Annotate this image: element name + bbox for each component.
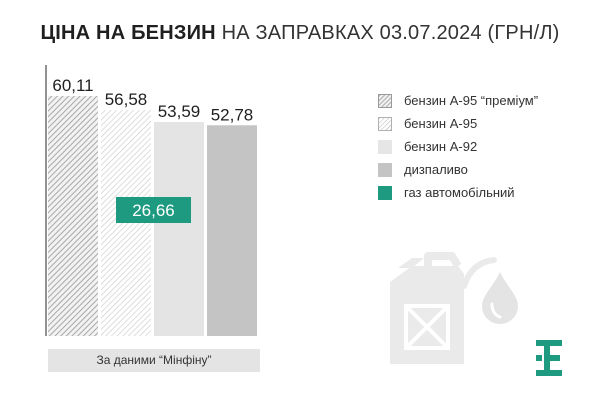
bar-value-label-2: 56,58: [105, 90, 148, 109]
chart-title-bold: ЦІНА НА БЕНЗИН: [40, 22, 216, 44]
bar-4: [207, 125, 257, 336]
chart-title-light: НА ЗАПРАВКАХ 03.07.2024 (ГРН/Л): [221, 22, 560, 44]
source-label: За даними “Мінфіну”: [48, 349, 260, 372]
legend-item-2: бензин А-95: [378, 113, 588, 135]
fuel-canister-icon: [390, 252, 518, 364]
legend-label-4: дизпаливо: [404, 162, 468, 177]
bar-value-label-1: 60,11: [52, 76, 93, 95]
bar-1: [48, 96, 98, 336]
bar-value-label-4: 52,78: [211, 105, 254, 124]
brand-logo-icon: [536, 340, 562, 376]
fuel-drop-icon: [482, 272, 518, 324]
legend-label-3: бензин А-92: [404, 139, 478, 154]
legend: бензин А-95 “преміум” бензин А-95 бензин А…: [378, 90, 588, 205]
legend-label-2: бензин А-95: [404, 116, 478, 131]
legend-item-3: бензин А-92: [378, 136, 588, 158]
legend-item-1: бензин А-95 “преміум”: [378, 90, 588, 112]
legend-swatch-1: [378, 94, 392, 108]
bar-3: [154, 122, 204, 336]
bar-value-label-5: 26,66: [132, 201, 175, 220]
legend-swatch-2: [378, 117, 392, 131]
chart-title: ЦІНА НА БЕНЗИН НА ЗАПРАВКАХ 03.07.2024 (…: [0, 22, 600, 45]
bar-value-label-3: 53,59: [158, 102, 201, 121]
bar-5: [116, 197, 191, 223]
legend-swatch-3: [378, 140, 392, 154]
bar-2: [101, 110, 151, 336]
legend-swatch-4: [378, 163, 392, 177]
legend-item-5: газ автомобільний: [378, 182, 588, 204]
legend-item-4: дизпаливо: [378, 159, 588, 181]
legend-swatch-5: [378, 186, 392, 200]
legend-label-1: бензин А-95 “преміум”: [404, 93, 539, 108]
legend-label-5: газ автомобільний: [404, 185, 515, 200]
